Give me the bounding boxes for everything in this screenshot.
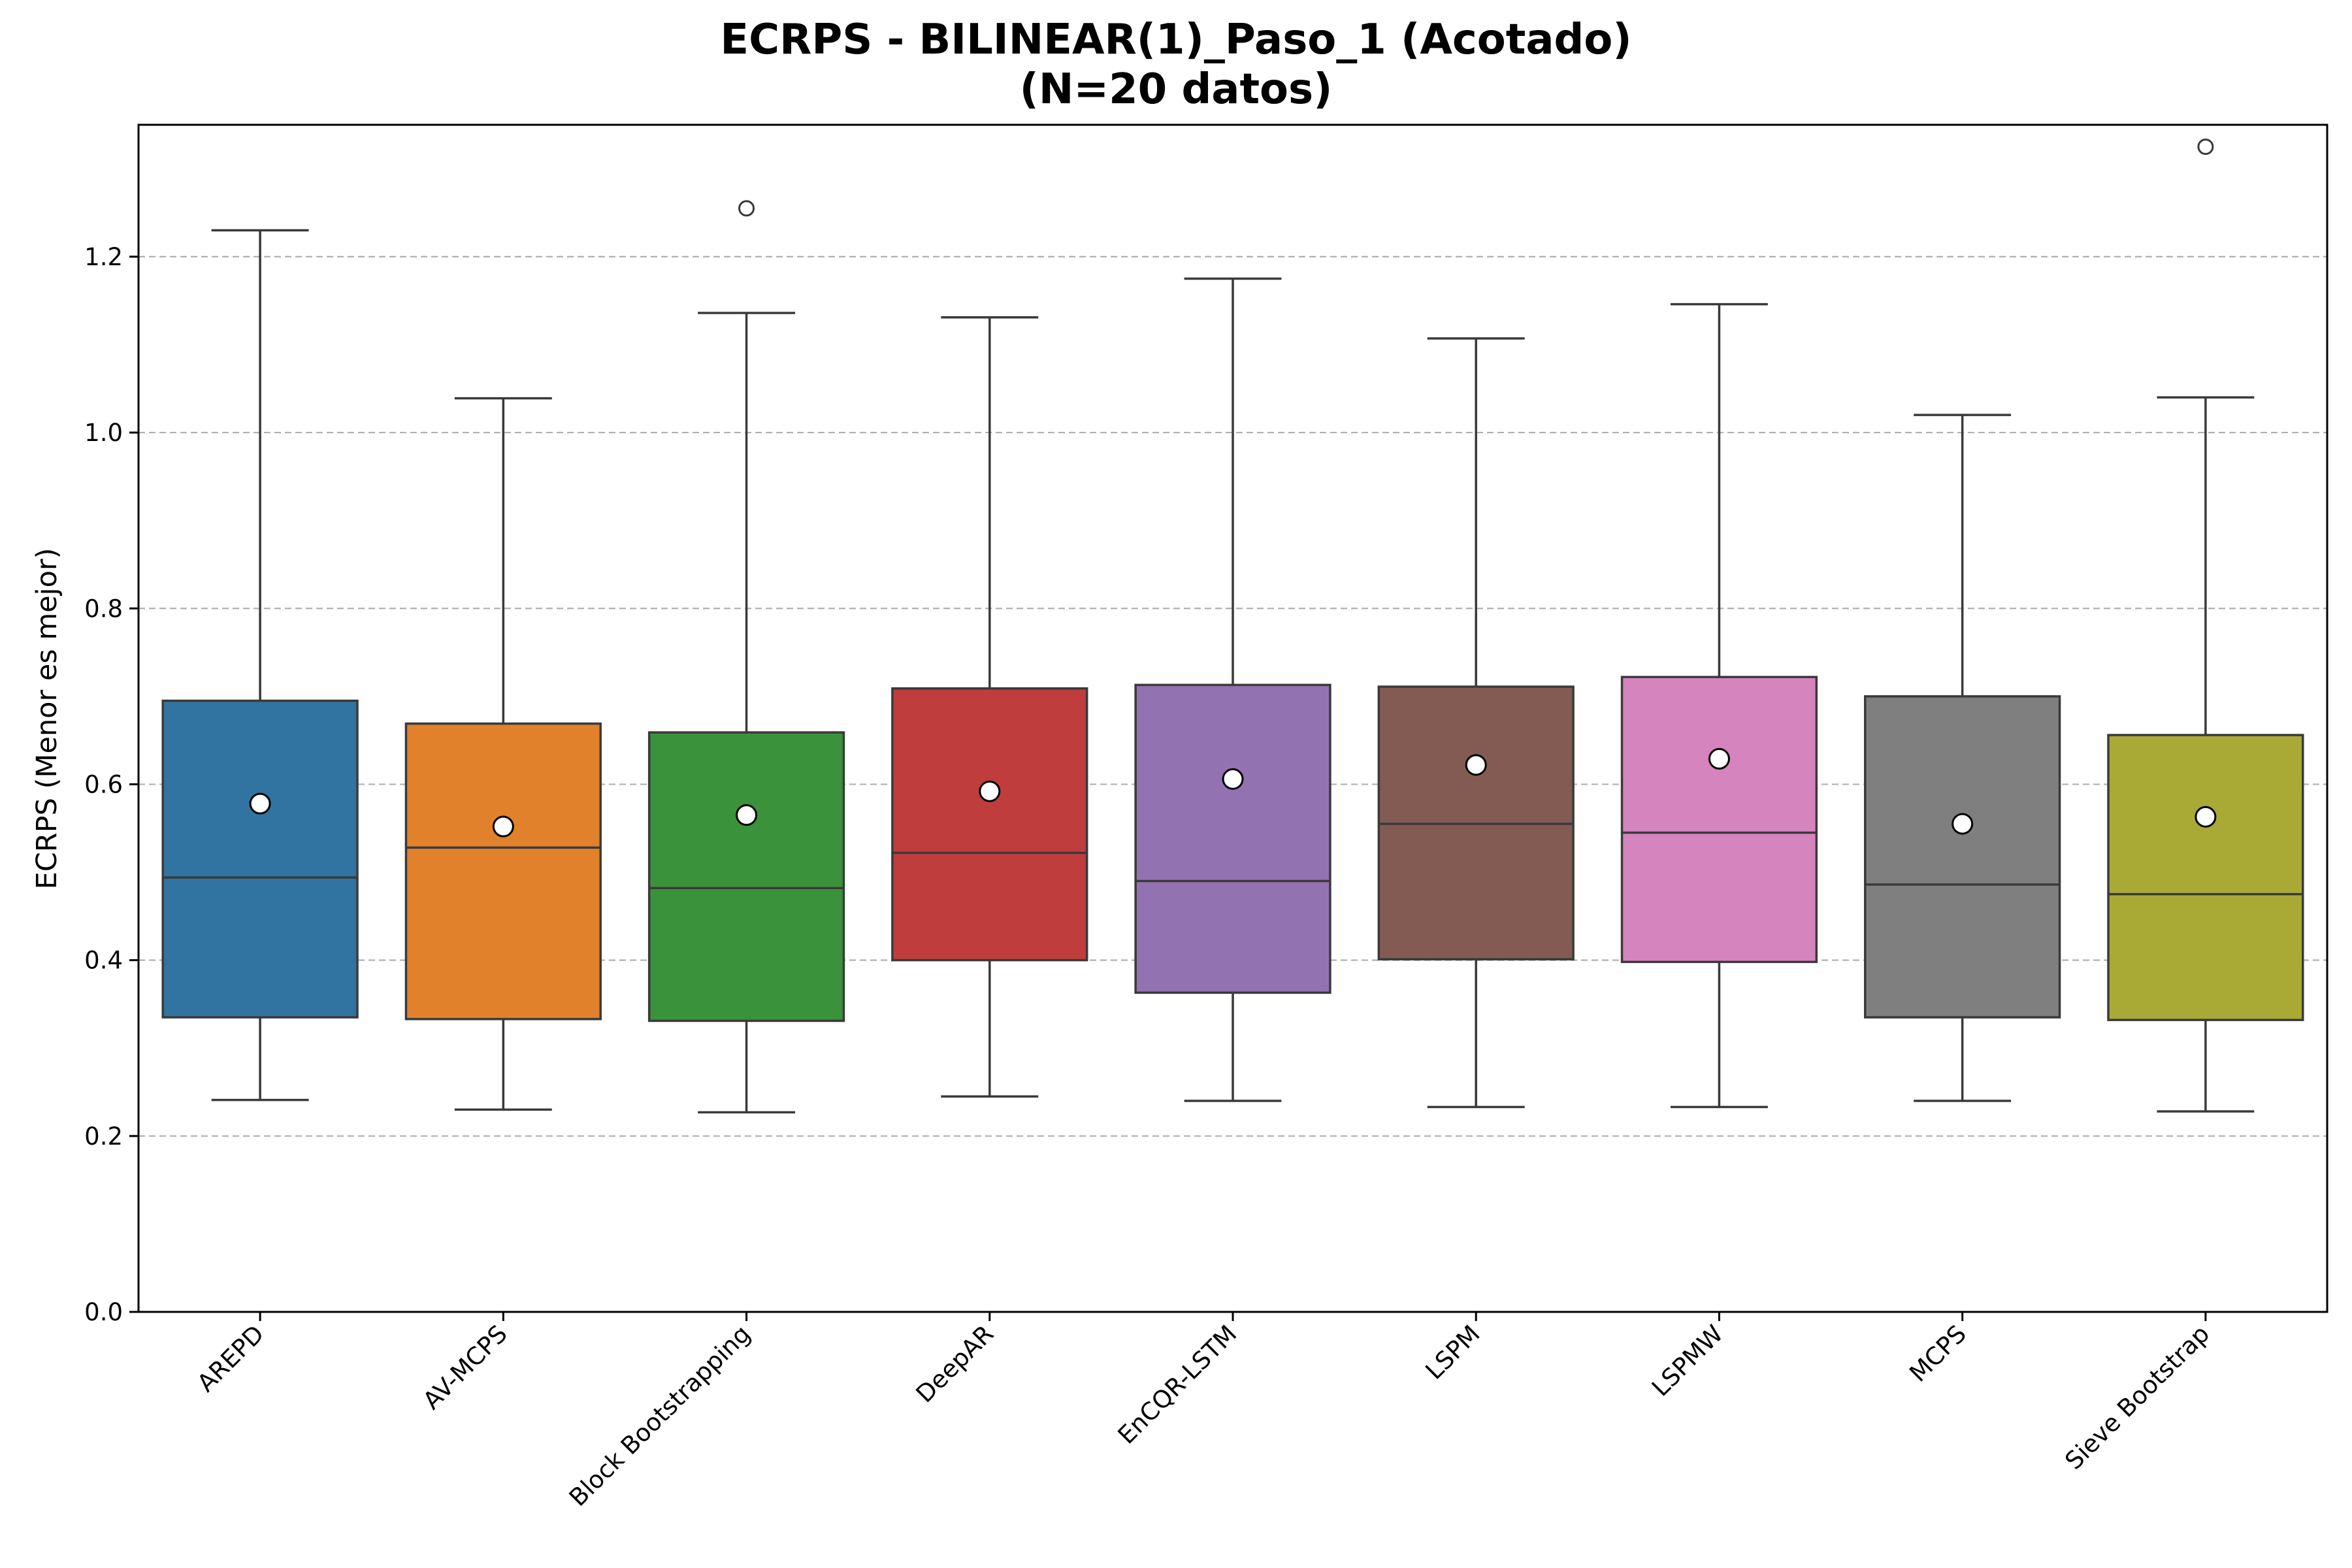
- box-group: [1864, 414, 2061, 1102]
- mean-marker: [492, 815, 514, 838]
- y-axis-label: ECRPS (Menor es mejor): [31, 548, 63, 890]
- mean-marker: [249, 792, 271, 815]
- y-tick-label: 0.2: [84, 1122, 123, 1151]
- box-iqr: [1134, 683, 1331, 994]
- chart-title: ECRPS - BILINEAR(1)_Paso_1 (Acotado): [720, 16, 1631, 64]
- box-iqr: [161, 699, 359, 1019]
- box-group: [161, 229, 359, 1102]
- mean-marker: [979, 780, 1001, 802]
- box-group: [891, 316, 1088, 1098]
- box-group: [647, 200, 845, 1114]
- y-tick-label: 0.6: [84, 770, 123, 798]
- box-iqr: [891, 687, 1088, 962]
- y-tick-label: 0.4: [84, 947, 123, 975]
- y-tick-label: 0.0: [84, 1298, 123, 1326]
- box-group: [1620, 302, 1818, 1109]
- y-tick-label: 0.8: [84, 595, 123, 623]
- mean-marker: [1952, 813, 1974, 835]
- box-iqr: [1620, 676, 1818, 964]
- box-group: [1377, 337, 1575, 1109]
- box-iqr: [2107, 734, 2304, 1021]
- box-plots: [161, 139, 2304, 1114]
- mean-marker: [1708, 747, 1730, 770]
- mean-marker: [736, 804, 758, 826]
- y-tick-label: 1.0: [84, 419, 123, 447]
- outlier-point: [2197, 139, 2214, 155]
- box-group: [2107, 139, 2304, 1113]
- mean-marker: [2195, 806, 2217, 828]
- box-iqr: [647, 731, 845, 1022]
- mean-marker: [1465, 754, 1487, 776]
- box-group: [404, 397, 602, 1111]
- mean-marker: [1222, 768, 1244, 790]
- y-tick-label: 1.2: [84, 243, 123, 271]
- outlier-point: [738, 200, 755, 217]
- box-group: [1134, 277, 1331, 1102]
- box-iqr: [404, 722, 602, 1021]
- box-iqr: [1864, 695, 2061, 1019]
- chart-subtitle: (N=20 datos): [1020, 65, 1333, 114]
